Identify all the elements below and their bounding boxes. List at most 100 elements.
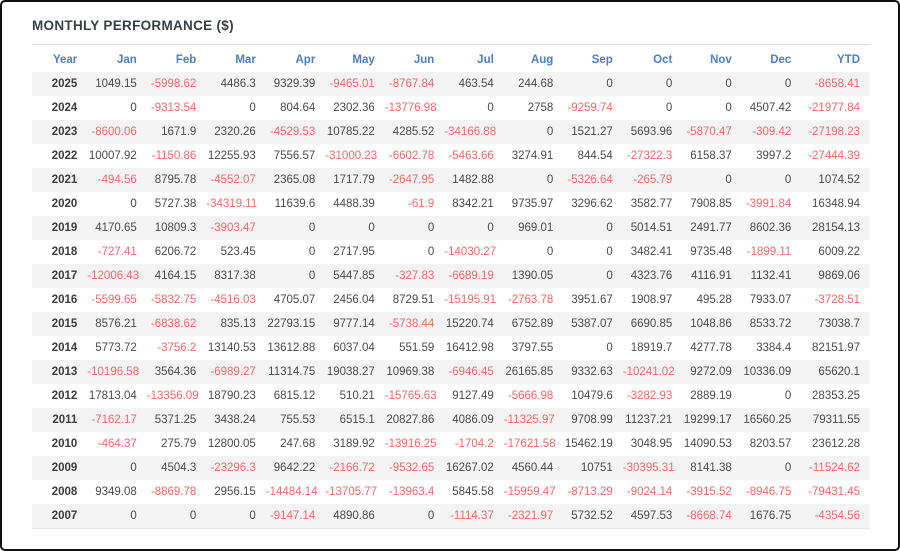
year-cell: 2025 — [51, 78, 78, 90]
value-cell: 4170.65 — [95, 222, 137, 234]
year-cell: 2022 — [51, 150, 78, 162]
value-cell: 65620.1 — [818, 366, 860, 378]
value-cell: 4560.44 — [511, 462, 554, 474]
value-cell: -8946.75 — [745, 486, 792, 498]
value-cell: 10336.09 — [743, 366, 792, 378]
value-cell: 2889.19 — [690, 390, 732, 402]
column-header-feb: Feb — [175, 54, 197, 66]
performance-table-body: 2025 1049.15 -5998.62 4486.3 9329.39 -9465.01… — [32, 72, 870, 528]
value-cell: -6989.27 — [210, 366, 256, 378]
value-cell: 9777.14 — [333, 318, 375, 330]
value-cell: 804.64 — [280, 102, 316, 114]
value-cell: 0 — [725, 78, 732, 90]
value-cell: 10809.3 — [154, 222, 197, 234]
value-cell: 22793.15 — [267, 318, 316, 330]
column-header-year: Year — [52, 54, 78, 66]
value-cell: 244.68 — [518, 78, 554, 90]
value-cell: 82151.97 — [812, 342, 860, 354]
value-cell: 3582.77 — [630, 198, 673, 210]
value-cell: 0 — [130, 102, 137, 114]
value-cell: 0 — [427, 222, 435, 234]
value-cell: 9869.06 — [818, 270, 860, 282]
value-cell: 2302.36 — [333, 102, 375, 114]
value-cell: 12800.05 — [207, 438, 256, 450]
value-cell: -21977.84 — [808, 102, 860, 114]
column-header-aug: Aug — [530, 54, 554, 66]
value-cell: 7933.07 — [749, 294, 792, 306]
value-cell: -27444.39 — [808, 150, 860, 162]
year-cell: 2023 — [51, 126, 78, 138]
value-cell: -7162.17 — [91, 414, 137, 426]
value-cell: 3951.67 — [571, 294, 613, 306]
year-cell: 2010 — [51, 438, 78, 450]
value-cell: -265.79 — [633, 174, 673, 186]
value-cell: 6009.22 — [818, 246, 860, 258]
value-cell: -11524.62 — [809, 462, 860, 474]
value-cell: 4277.78 — [690, 342, 732, 354]
year-cell: 2008 — [51, 486, 78, 498]
value-cell: 79311.55 — [812, 414, 860, 426]
value-cell: 0 — [784, 174, 792, 186]
value-cell: 4504.3 — [161, 462, 197, 474]
value-cell: -5666.98 — [507, 390, 554, 402]
table-header-row: Year Jan Feb Mar Apr May Jun Jul Aug Sep Oct Nov Dec… — [32, 47, 870, 72]
value-cell: -9465.01 — [329, 78, 375, 90]
value-cell: -30395.31 — [622, 462, 675, 474]
table-row: 2019 4170.65 10809.3 -3903.47 0 0 0 0 969.01 0 501… — [32, 216, 870, 240]
table-row: 2022 10007.92 -1150.86 12255.93 7556.57 -3100… — [32, 144, 870, 168]
value-cell: 0 — [427, 246, 435, 258]
value-cell: 6158.37 — [690, 150, 732, 162]
value-cell: 9735.48 — [690, 246, 732, 258]
value-cell: 18919.7 — [630, 342, 673, 354]
value-cell: 6206.72 — [154, 246, 197, 258]
value-cell: 2717.95 — [333, 246, 375, 258]
value-cell: -1899.11 — [746, 246, 792, 258]
value-cell: 23612.28 — [812, 438, 860, 450]
value-cell: 0 — [606, 270, 613, 282]
value-cell: 0 — [130, 198, 137, 210]
year-cell: 2016 — [51, 294, 78, 306]
value-cell: 495.28 — [696, 294, 732, 306]
table-row: 2011 -7162.17 5371.25 3438.24 755.53 6515.1 20… — [32, 408, 870, 432]
value-cell: 5447.85 — [333, 270, 375, 282]
value-cell: 8602.36 — [749, 222, 792, 234]
value-cell: -5463.66 — [448, 150, 494, 162]
value-cell: 0 — [249, 509, 256, 522]
value-cell: 4597.53 — [630, 509, 673, 522]
value-cell: -5326.64 — [567, 174, 613, 186]
value-cell: -3756.2 — [157, 342, 197, 354]
value-cell: -8668.74 — [686, 509, 732, 522]
value-cell: 9329.39 — [273, 78, 316, 90]
value-cell: 510.21 — [339, 390, 375, 402]
value-cell: 7908.85 — [690, 198, 732, 210]
column-header-nov: Nov — [710, 54, 732, 66]
value-cell: 755.53 — [280, 414, 316, 426]
value-cell: 275.79 — [161, 438, 197, 450]
value-cell: 5727.38 — [154, 198, 197, 210]
monthly-performance-table: Year Jan Feb Mar Apr May Jun Jul Aug Sep Oct Nov Dec… — [32, 47, 870, 529]
value-cell: 73038.7 — [818, 318, 860, 330]
value-cell: 16412.98 — [445, 342, 494, 354]
value-cell: 19038.27 — [326, 366, 375, 378]
value-cell: 0 — [606, 246, 613, 258]
column-header-apr: Apr — [295, 54, 316, 66]
column-header-mar: Mar — [235, 54, 256, 66]
value-cell: -494.56 — [97, 174, 137, 186]
value-cell: -8600.06 — [91, 126, 137, 138]
value-cell: 2491.77 — [690, 222, 732, 234]
value-cell: 16348.94 — [812, 198, 860, 210]
value-cell: 2758 — [527, 102, 554, 114]
value-cell: 969.01 — [518, 222, 554, 234]
value-cell: -9147.14 — [269, 509, 316, 522]
table-row: 2021 -494.56 8795.78 -4552.07 2365.08 1717.79… — [32, 168, 870, 192]
value-cell: 1521.27 — [571, 126, 613, 138]
value-cell: -79431.45 — [808, 486, 860, 498]
value-cell: 12255.93 — [207, 150, 256, 162]
table-row: 2010 -464.37 275.79 12800.05 247.68 3189.92 -1… — [32, 432, 870, 456]
value-cell: 1671.9 — [161, 126, 197, 138]
value-cell: 7556.57 — [273, 150, 316, 162]
value-cell: 463.54 — [458, 78, 494, 90]
table-row: 2013 -10196.58 3564.36 -6989.27 11314.75 1903… — [32, 360, 870, 384]
value-cell: 11314.75 — [268, 366, 316, 378]
value-cell: 1908.97 — [630, 294, 673, 306]
